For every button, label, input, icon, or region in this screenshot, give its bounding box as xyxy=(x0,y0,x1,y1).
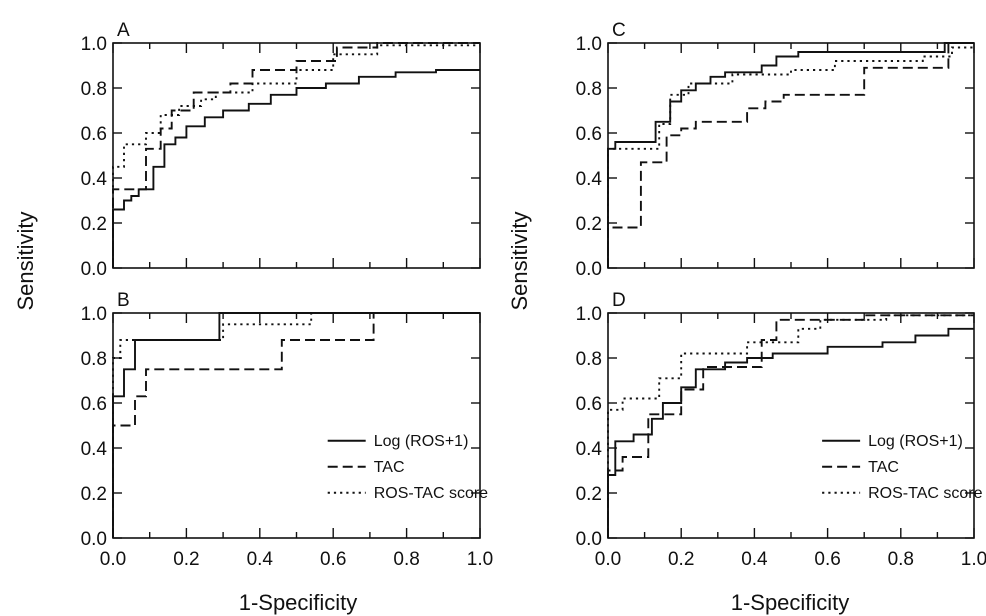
panel-a-letter: A xyxy=(117,20,130,41)
legend-label-dotted: ROS-TAC score xyxy=(374,485,488,502)
panel-b-ytick-label-0: 0.0 xyxy=(81,529,107,550)
panel-c-letter: C xyxy=(612,20,626,41)
panel-d-xtick-label-1: 0.2 xyxy=(668,549,694,570)
panel-a-series-solid xyxy=(112,69,480,268)
panel-b-legend: Log (ROS+1) TAC ROS-TAC score xyxy=(327,433,488,502)
panel-c-ytick-label-5: 1.0 xyxy=(576,34,602,55)
panel-a-ytick-label-5: 1.0 xyxy=(81,34,107,55)
panel-d-frame xyxy=(607,312,975,539)
panel-d-xtick-label-4: 0.8 xyxy=(888,549,914,570)
panel-a-ytick-label-0: 0.0 xyxy=(81,259,107,280)
panel-b-ytick-label-4: 0.8 xyxy=(81,349,107,370)
panel-d-ytick-label-0: 0.0 xyxy=(576,529,602,550)
x-axis-title-left: 1-Specificity xyxy=(239,590,358,615)
panel-b-ytick-label-2: 0.4 xyxy=(81,439,108,460)
chart-panels: A 0.0 0.2 0.4 0.6 0.8 1.0 B 0.0 0.2 0.4 0.6 0.8 1.0 0.… xyxy=(81,20,986,570)
legend-label-solid: Log (ROS+1) xyxy=(868,433,963,450)
panel-a: A 0.0 0.2 0.4 0.6 0.8 1.0 xyxy=(81,20,481,280)
panel-d-xtick-label-2: 0.4 xyxy=(741,549,768,570)
panel-c-frame xyxy=(607,42,975,269)
panel-c-series-solid xyxy=(607,42,974,268)
panel-d-xtick-label-0: 0.0 xyxy=(595,549,621,570)
panel-d-ytick-label-4: 0.8 xyxy=(576,349,602,370)
panel-b-frame xyxy=(112,312,481,539)
panel-b-series-dashed xyxy=(112,312,480,538)
panel-d-ytick-label-3: 0.6 xyxy=(576,394,602,415)
panel-d-series-dotted xyxy=(607,314,974,538)
panel-d-xtick-label-3: 0.6 xyxy=(814,549,840,570)
panel-a-ytick-label-1: 0.2 xyxy=(81,214,107,235)
x-axis-title-right: 1-Specificity xyxy=(731,590,850,615)
panel-b-ytick-label-5: 1.0 xyxy=(81,304,107,325)
panel-c-ytick-label-1: 0.2 xyxy=(576,214,602,235)
panel-a-frame xyxy=(112,42,481,269)
legend-label-dotted: ROS-TAC score xyxy=(868,485,982,502)
panel-b-series-solid xyxy=(112,312,480,538)
panel-b-xtick-label-5: 1.0 xyxy=(467,549,493,570)
panel-b: B 0.0 0.2 0.4 0.6 0.8 1.0 0.0 0.2 0.4 0.6 0.8 1.0 Log… xyxy=(81,290,494,570)
legend-label-dashed: TAC xyxy=(868,459,899,476)
panel-a-ytick-label-4: 0.8 xyxy=(81,79,107,100)
panel-c-series-dotted xyxy=(607,46,974,268)
panel-b-letter: B xyxy=(117,290,130,311)
panel-c-ytick-label-2: 0.4 xyxy=(576,169,603,190)
panel-d-legend: Log (ROS+1) TAC ROS-TAC score xyxy=(822,433,983,502)
legend-label-dashed: TAC xyxy=(374,459,405,476)
panel-d-letter: D xyxy=(612,290,626,311)
panel-d-ytick-label-2: 0.4 xyxy=(576,439,603,460)
y-axis-title-left: Sensitivity xyxy=(13,211,38,310)
panel-c: C 0.0 0.2 0.4 0.6 0.8 1.0 xyxy=(576,20,975,280)
panel-b-xtick-label-3: 0.6 xyxy=(320,549,346,570)
panel-d-xtick-label-5: 1.0 xyxy=(961,549,986,570)
panel-b-xtick-label-2: 0.4 xyxy=(247,549,274,570)
panel-b-xtick-label-0: 0.0 xyxy=(100,549,126,570)
panel-b-xtick-label-1: 0.2 xyxy=(173,549,199,570)
panel-d: D 0.0 0.2 0.4 0.6 0.8 1.0 0.0 0.2 0.4 0.6 0.8 1.0 Log… xyxy=(576,290,986,570)
panel-a-ytick-label-2: 0.4 xyxy=(81,169,108,190)
panel-b-series-dotted xyxy=(112,312,480,538)
panel-b-ytick-label-3: 0.6 xyxy=(81,394,107,415)
panel-d-ytick-label-5: 1.0 xyxy=(576,304,602,325)
panel-a-series-dashed xyxy=(112,42,480,268)
y-axis-title-right: Sensitivity xyxy=(507,211,532,310)
panel-c-ytick-label-4: 0.8 xyxy=(576,79,602,100)
panel-a-series-dotted xyxy=(112,44,480,268)
panel-c-ytick-label-3: 0.6 xyxy=(576,124,602,145)
panel-d-series-dashed xyxy=(607,314,974,538)
panel-c-ytick-label-0: 0.0 xyxy=(576,259,602,280)
legend-label-solid: Log (ROS+1) xyxy=(374,433,469,450)
panel-c-series-dashed xyxy=(607,42,974,268)
panel-b-ytick-label-1: 0.2 xyxy=(81,484,107,505)
panel-d-series-solid xyxy=(607,327,974,538)
panel-a-ytick-label-3: 0.6 xyxy=(81,124,107,145)
panel-b-xtick-label-4: 0.8 xyxy=(393,549,419,570)
panel-d-ytick-label-1: 0.2 xyxy=(576,484,602,505)
